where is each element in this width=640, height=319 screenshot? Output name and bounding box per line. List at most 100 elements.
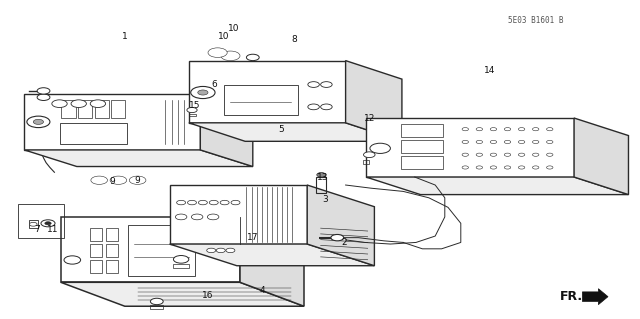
Text: 9: 9 [135, 176, 140, 185]
Polygon shape [307, 185, 374, 266]
Text: 13: 13 [317, 173, 329, 182]
Circle shape [476, 140, 483, 144]
Circle shape [364, 152, 375, 158]
Circle shape [518, 153, 525, 156]
Circle shape [216, 248, 225, 253]
Circle shape [177, 200, 186, 205]
Circle shape [518, 166, 525, 169]
Circle shape [370, 143, 390, 153]
Circle shape [518, 128, 525, 131]
Circle shape [198, 90, 208, 95]
Text: 8: 8 [292, 35, 297, 44]
Circle shape [462, 153, 468, 156]
Circle shape [37, 88, 50, 94]
Circle shape [187, 108, 197, 113]
Circle shape [52, 100, 67, 108]
Circle shape [490, 140, 497, 144]
Circle shape [462, 128, 468, 131]
Circle shape [547, 140, 553, 144]
Circle shape [308, 82, 319, 87]
Circle shape [308, 104, 319, 110]
Circle shape [191, 86, 215, 99]
Polygon shape [189, 123, 402, 141]
Circle shape [317, 173, 326, 177]
Circle shape [94, 178, 104, 183]
Circle shape [225, 53, 236, 59]
Circle shape [331, 234, 344, 241]
Circle shape [226, 248, 235, 253]
Circle shape [207, 248, 216, 253]
Circle shape [532, 128, 539, 131]
Circle shape [518, 140, 525, 144]
Polygon shape [582, 289, 608, 305]
Text: FR.: FR. [560, 290, 583, 303]
Circle shape [150, 298, 163, 305]
Circle shape [504, 153, 511, 156]
Text: 6: 6 [212, 80, 217, 89]
Text: 4: 4 [260, 286, 265, 295]
Polygon shape [200, 94, 253, 167]
Text: 2: 2 [342, 238, 347, 247]
Polygon shape [346, 61, 402, 141]
Circle shape [476, 166, 483, 169]
Circle shape [547, 153, 553, 156]
Text: 16: 16 [202, 291, 214, 300]
Text: 14: 14 [484, 66, 495, 75]
Circle shape [45, 222, 51, 225]
Circle shape [231, 200, 240, 205]
Circle shape [221, 51, 240, 61]
Circle shape [191, 214, 203, 220]
Circle shape [490, 128, 497, 131]
Polygon shape [189, 61, 346, 123]
Text: 7: 7 [35, 225, 40, 234]
Circle shape [110, 176, 127, 184]
Text: 5E03 B1601 B: 5E03 B1601 B [508, 16, 563, 25]
Polygon shape [61, 282, 304, 306]
Polygon shape [24, 94, 200, 150]
Circle shape [33, 119, 44, 124]
Circle shape [129, 176, 146, 184]
Circle shape [321, 82, 332, 87]
Circle shape [175, 214, 187, 220]
Circle shape [462, 166, 468, 169]
Circle shape [476, 128, 483, 131]
Text: 9: 9 [109, 177, 115, 186]
Text: 12: 12 [364, 115, 376, 123]
Circle shape [208, 48, 227, 57]
Circle shape [71, 100, 86, 108]
Circle shape [212, 50, 223, 56]
Circle shape [198, 200, 207, 205]
Circle shape [504, 166, 511, 169]
Circle shape [532, 166, 539, 169]
Polygon shape [240, 217, 304, 306]
Circle shape [547, 166, 553, 169]
Circle shape [462, 140, 468, 144]
Polygon shape [170, 244, 374, 266]
Polygon shape [366, 118, 574, 177]
Circle shape [504, 128, 511, 131]
Circle shape [220, 200, 229, 205]
Text: 10: 10 [218, 32, 230, 41]
Circle shape [532, 140, 539, 144]
Circle shape [476, 153, 483, 156]
Text: 17: 17 [247, 233, 259, 242]
Circle shape [41, 220, 55, 227]
Polygon shape [170, 185, 307, 244]
Polygon shape [24, 150, 253, 167]
Polygon shape [61, 217, 240, 282]
Circle shape [207, 214, 219, 220]
Circle shape [504, 140, 511, 144]
Circle shape [91, 176, 108, 184]
Circle shape [246, 54, 259, 61]
Circle shape [90, 100, 106, 108]
Text: 11: 11 [47, 225, 59, 234]
Text: 3: 3 [323, 195, 328, 204]
Circle shape [547, 128, 553, 131]
Circle shape [64, 256, 81, 264]
Text: 10: 10 [228, 24, 239, 33]
Circle shape [132, 178, 143, 183]
Text: 1: 1 [122, 32, 127, 41]
Polygon shape [366, 177, 628, 195]
Circle shape [188, 200, 196, 205]
Circle shape [29, 222, 37, 226]
